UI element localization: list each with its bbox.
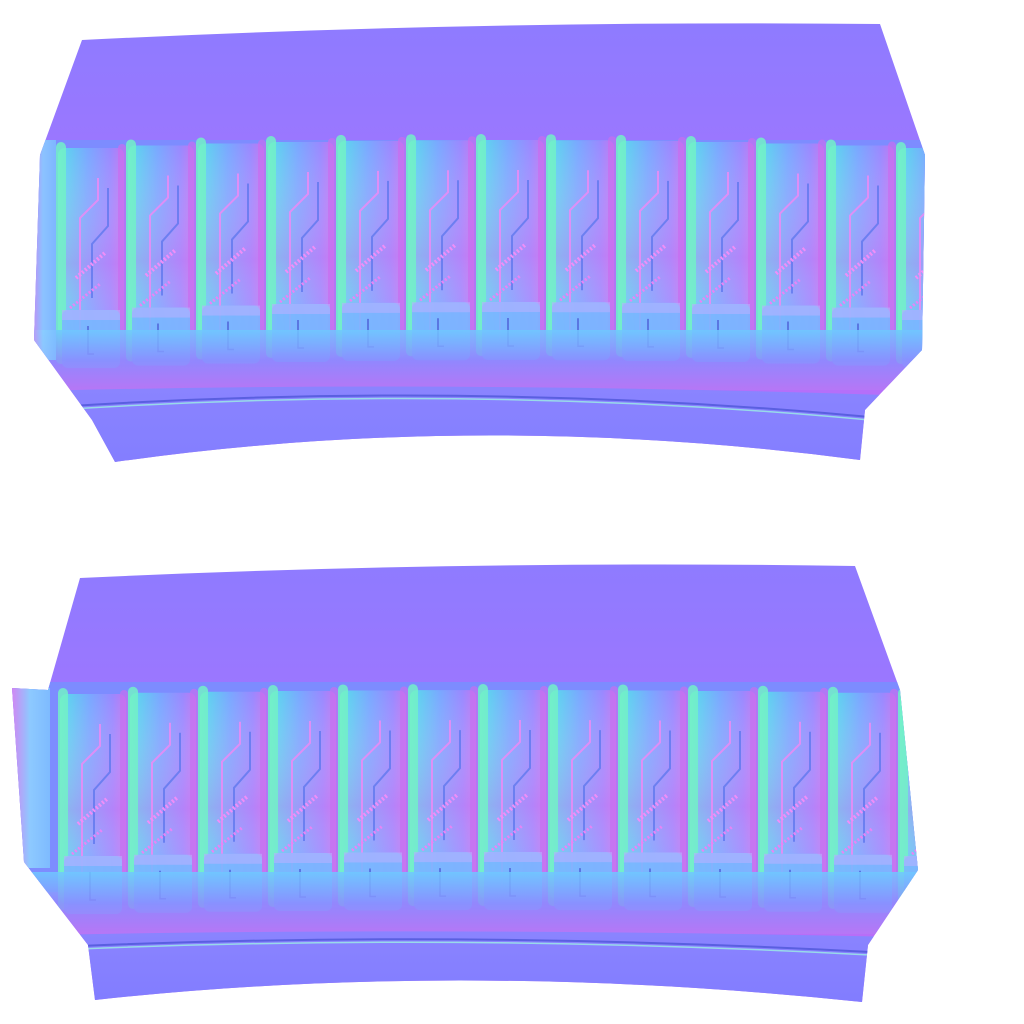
upper-tread-strip [34,23,925,462]
tread-segment [684,134,758,364]
tread-segment [754,135,828,366]
tread-segment [544,132,618,363]
tread-segment [194,135,268,366]
tread-segment [264,134,338,364]
tread-segment [404,132,478,363]
lower-tread-strip [12,564,918,1002]
tread-segment [474,132,548,362]
tread-segment [334,132,408,363]
tread-segment [614,132,688,363]
